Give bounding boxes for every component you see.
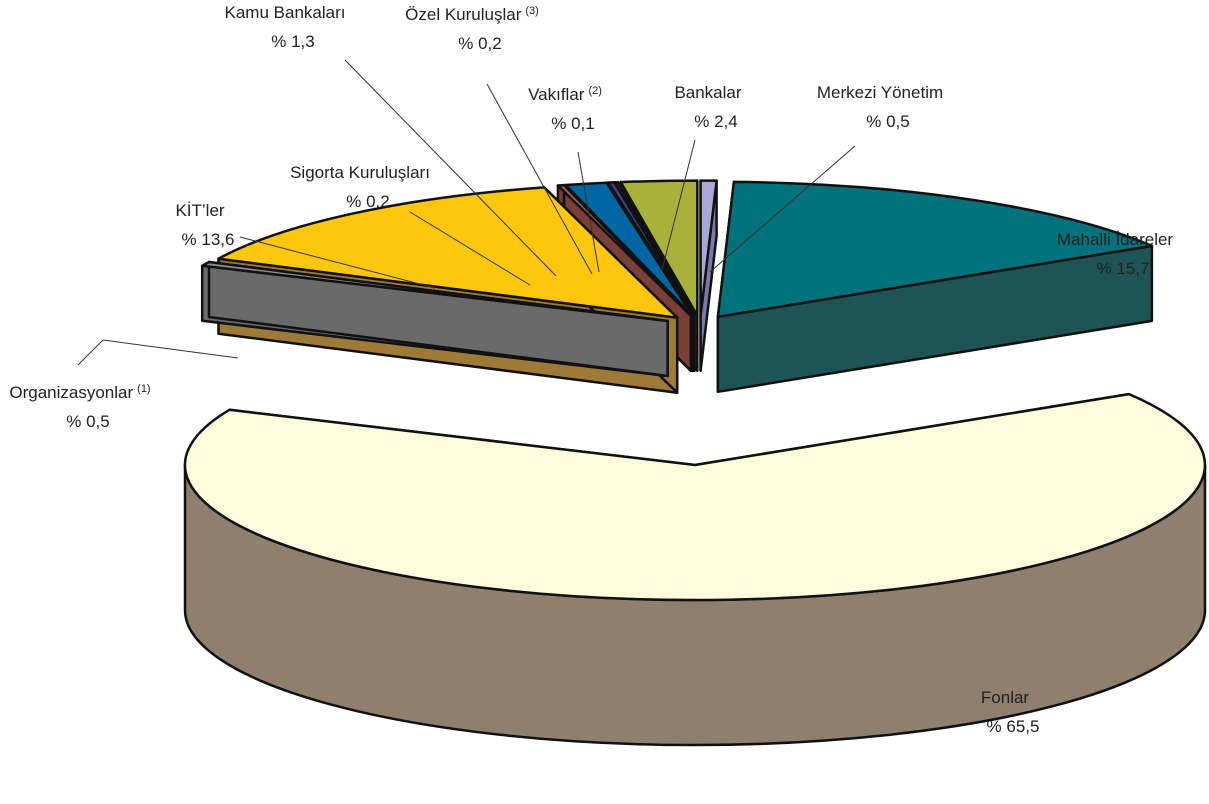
leader-line	[577, 151, 600, 273]
slice-label: Kamu Bankaları	[225, 3, 346, 22]
leader-line	[409, 211, 531, 286]
slice-label: Mahalli İdareler	[1057, 230, 1174, 249]
slice-label: Sigorta Kuruluşları	[290, 163, 430, 182]
category-name: Merkezi Yönetim	[817, 83, 943, 102]
slice-label: KİT’ler	[175, 201, 224, 220]
value-label: % 0,2	[458, 34, 501, 53]
category-name: Vakıflar	[528, 85, 585, 104]
slice-label: Özel Kuruluşlar (3)	[405, 5, 539, 24]
pie-slice	[619, 179, 699, 317]
value-label: % 13,6	[182, 230, 235, 249]
value-label: % 0,2	[346, 192, 389, 211]
leader-line	[239, 236, 436, 289]
leader-line	[344, 59, 557, 277]
category-name: Bankalar	[674, 83, 741, 102]
value-label: % 0,5	[66, 412, 109, 431]
pie-slice	[183, 392, 1207, 602]
pie-slice	[716, 180, 1154, 319]
category-name: Kamu Bankaları	[225, 3, 346, 22]
pie-slice	[606, 181, 696, 317]
slice-label: Organizasyonlar (1)	[9, 383, 150, 402]
pie-slice	[699, 179, 718, 317]
category-name: KİT’ler	[175, 201, 224, 220]
value-label: % 1,3	[271, 32, 314, 51]
footnote-mark: (1)	[137, 383, 150, 395]
slice-label: Vakıflar (2)	[528, 85, 602, 104]
category-name: Organizasyonlar	[9, 383, 133, 402]
leader-line	[661, 139, 696, 271]
footnote-mark: (2)	[588, 85, 601, 97]
category-name: Mahalli İdareler	[1057, 230, 1174, 249]
slice-label: Bankalar	[674, 83, 741, 102]
value-label: % 2,4	[694, 112, 737, 131]
category-name: Fonlar	[981, 688, 1030, 707]
value-label: % 15,7	[1097, 259, 1150, 278]
pie-slice	[200, 260, 669, 323]
leader-line	[77, 339, 239, 366]
category-name: Sigorta Kuruluşları	[290, 163, 430, 182]
slice-label: Fonlar	[981, 688, 1030, 707]
pie-slice	[556, 183, 693, 318]
value-label: % 0,5	[866, 112, 909, 131]
footnote-mark: (3)	[525, 5, 538, 17]
leader-line	[709, 145, 856, 273]
leader-line	[486, 83, 593, 275]
category-name: Özel Kuruluşlar	[405, 5, 522, 24]
value-label: % 0,1	[551, 114, 594, 133]
value-label: % 65,5	[987, 717, 1040, 736]
slice-label: Merkezi Yönetim	[817, 83, 943, 102]
